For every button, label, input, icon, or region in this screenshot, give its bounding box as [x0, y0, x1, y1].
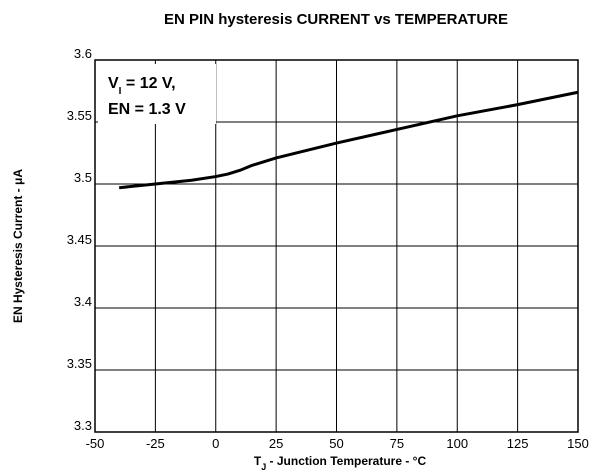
x-axis-label: TJ - Junction Temperature - °C — [254, 454, 427, 470]
y-tick-label: 3.4 — [74, 294, 92, 309]
x-tick-label: 25 — [269, 436, 283, 451]
y-tick-label: 3.5 — [74, 170, 92, 185]
y-tick-label: 3.3 — [74, 418, 92, 433]
annotation-text: V — [108, 75, 119, 92]
x-tick-label: -50 — [86, 436, 105, 451]
x-tick-label: 0 — [212, 436, 219, 451]
x-tick-label: 75 — [390, 436, 404, 451]
x-tick-label: 125 — [507, 436, 529, 451]
x-axis-label-text: J — [261, 462, 266, 470]
x-tick-label: 50 — [329, 436, 343, 451]
x-axis-label-text: - Junction Temperature - °C — [266, 454, 426, 468]
y-tick-label: 3.45 — [67, 232, 92, 247]
annotation-text: = 12 V, — [121, 75, 175, 92]
y-tick-label: 3.55 — [67, 108, 92, 123]
annotation-box — [98, 64, 216, 124]
annotation-line: VI = 12 V, — [108, 75, 176, 97]
annotation-line: EN = 1.3 V — [108, 101, 186, 118]
chart-title: EN PIN hysteresis CURRENT vs TEMPERATURE — [164, 11, 508, 28]
data-line — [118, 90, 579, 190]
y-tick-label: 3.6 — [74, 46, 92, 61]
y-tick-label: 3.35 — [67, 356, 92, 371]
x-tick-label: -25 — [146, 436, 165, 451]
x-tick-label: 150 — [567, 436, 589, 451]
plot-frame — [94, 59, 579, 433]
annotation-text: I — [119, 86, 122, 97]
y-axis-label: EN Hysteresis Current - μA — [11, 169, 25, 323]
annotation-text: EN = 1.3 V — [108, 101, 186, 118]
annotation: VI = 12 V, EN = 1.3 V — [98, 64, 216, 124]
x-tick-label: 100 — [446, 436, 468, 451]
x-axis-label-text: T — [254, 454, 262, 468]
